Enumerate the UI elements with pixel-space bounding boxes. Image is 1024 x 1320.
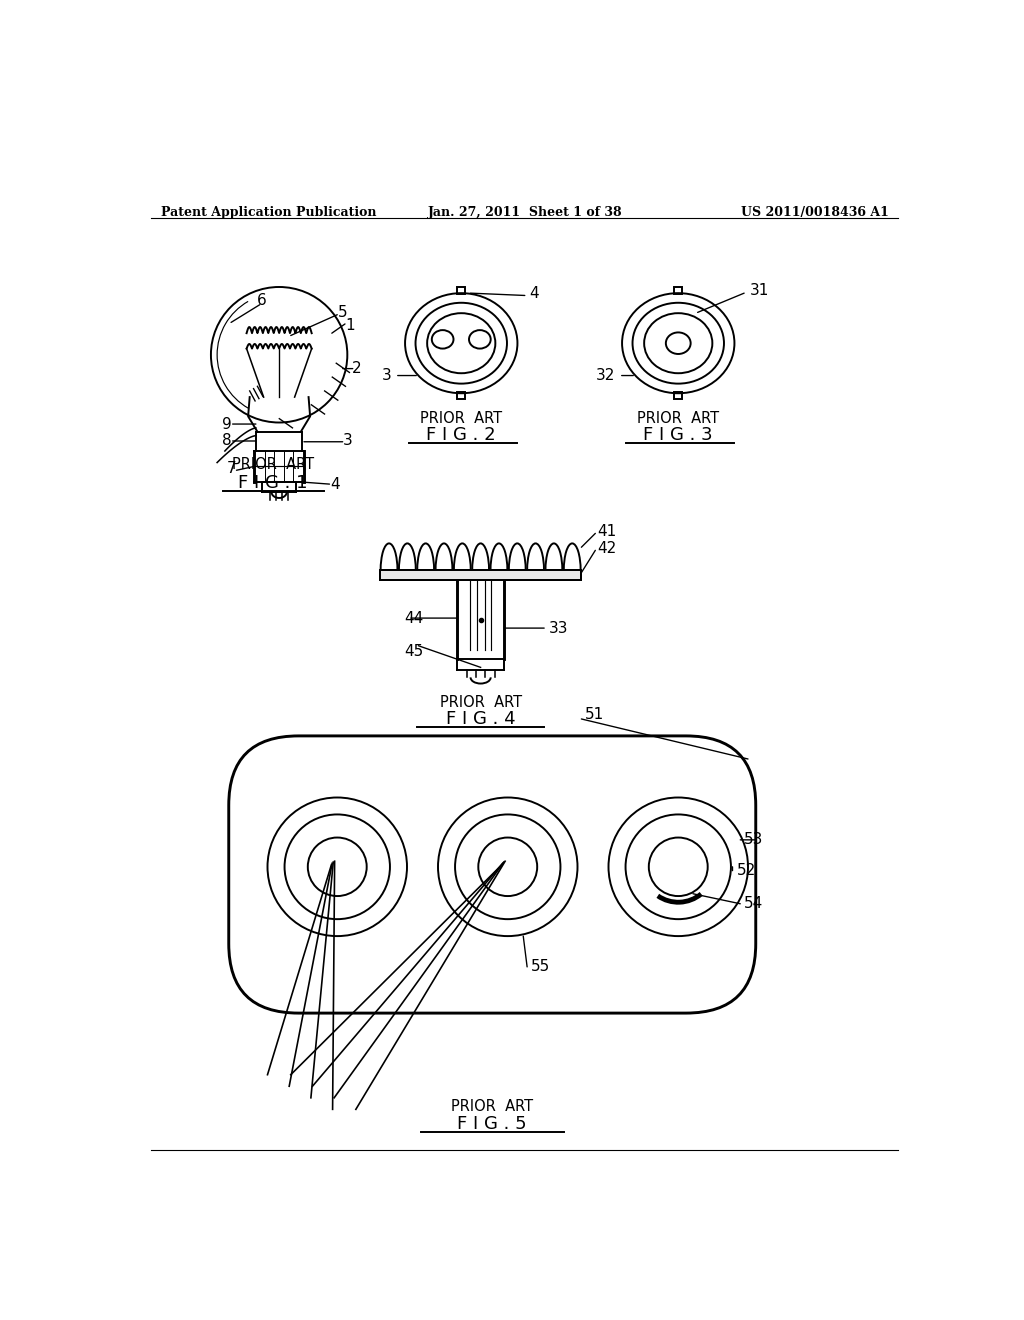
Text: Patent Application Publication: Patent Application Publication xyxy=(161,206,376,219)
Text: 2: 2 xyxy=(352,362,361,376)
Text: 54: 54 xyxy=(744,896,763,911)
Text: 55: 55 xyxy=(531,960,550,974)
Text: 1: 1 xyxy=(346,318,355,333)
Text: 8: 8 xyxy=(221,433,231,449)
Bar xyxy=(675,392,682,399)
Text: F I G . 3: F I G . 3 xyxy=(643,426,713,445)
Text: 41: 41 xyxy=(597,524,616,540)
Text: PRIOR  ART: PRIOR ART xyxy=(452,1100,534,1114)
Text: 3: 3 xyxy=(382,368,391,383)
Text: 5: 5 xyxy=(338,305,347,319)
Text: 7: 7 xyxy=(226,461,236,477)
Bar xyxy=(675,286,682,294)
Bar xyxy=(380,570,582,579)
Text: PRIOR  ART: PRIOR ART xyxy=(439,696,521,710)
Text: F I G . 2: F I G . 2 xyxy=(426,426,496,445)
Text: 45: 45 xyxy=(404,644,424,659)
Text: 3: 3 xyxy=(342,433,352,449)
Text: 33: 33 xyxy=(549,620,568,636)
Text: 4: 4 xyxy=(529,285,539,301)
Text: US 2011/0018436 A1: US 2011/0018436 A1 xyxy=(741,206,889,219)
Text: Jan. 27, 2011  Sheet 1 of 38: Jan. 27, 2011 Sheet 1 of 38 xyxy=(427,206,623,219)
Text: 51: 51 xyxy=(586,706,604,722)
Text: F I G . 1: F I G . 1 xyxy=(239,474,307,492)
Text: PRIOR  ART: PRIOR ART xyxy=(231,457,314,473)
Text: 32: 32 xyxy=(595,368,614,383)
Text: 53: 53 xyxy=(744,833,764,847)
Text: 52: 52 xyxy=(736,863,756,878)
Text: 6: 6 xyxy=(257,293,267,309)
Text: F I G . 5: F I G . 5 xyxy=(458,1114,527,1133)
Text: 44: 44 xyxy=(404,611,424,626)
Text: F I G . 4: F I G . 4 xyxy=(445,710,515,729)
Text: 9: 9 xyxy=(221,417,231,432)
Text: PRIOR  ART: PRIOR ART xyxy=(420,411,503,426)
Text: 4: 4 xyxy=(330,477,340,491)
Text: 31: 31 xyxy=(750,284,769,298)
Text: PRIOR  ART: PRIOR ART xyxy=(637,411,719,426)
Bar xyxy=(458,392,465,399)
Text: 42: 42 xyxy=(597,541,616,556)
Bar xyxy=(458,286,465,294)
